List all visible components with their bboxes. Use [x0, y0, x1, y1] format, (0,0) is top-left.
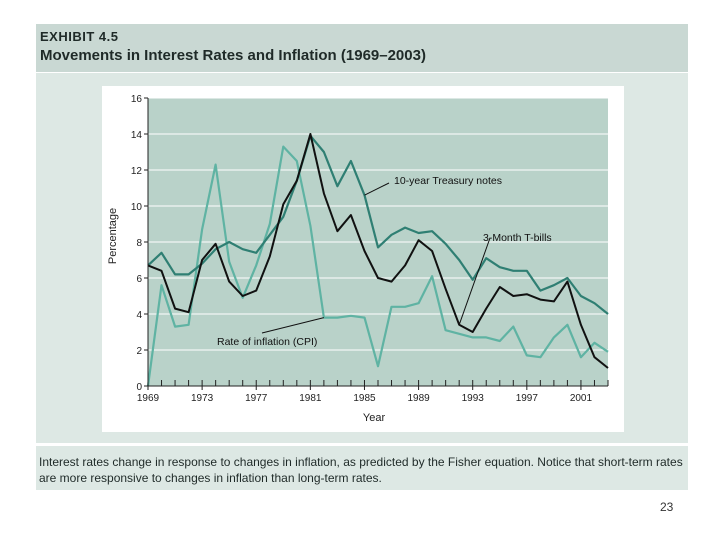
x-tick-label-1985: 1985	[353, 393, 376, 404]
series-group	[146, 133, 609, 387]
y-tick-label-4: 4	[136, 310, 142, 321]
y-axis-label: Percentage	[107, 208, 119, 264]
line-chart: 0 2 4 6 8 10 12 14 16 1969 1973 1977 1981 1985 1989 199…	[102, 86, 624, 432]
y-tick-label-16: 16	[131, 94, 143, 105]
x-tick-label-1989: 1989	[407, 393, 430, 404]
axes: 0 2 4 6 8 10 12 14 16 1969 1973 1977 1981 1985 1989 199…	[131, 94, 609, 404]
annotation-3-month-t-bills: 3-Month T-bills	[483, 232, 552, 244]
y-tick-label-12: 12	[131, 166, 143, 177]
y-tick-label-14: 14	[131, 130, 143, 141]
exhibit-label: EXHIBIT 4.5	[40, 29, 119, 44]
x-tick-label-1993: 1993	[462, 393, 485, 404]
caption-box: Interest rates change in response to cha…	[36, 446, 688, 490]
exhibit-header: EXHIBIT 4.5 Movements in Interest Rates …	[36, 24, 688, 72]
x-tick-label-2001: 2001	[570, 393, 593, 404]
page-number: 23	[660, 500, 674, 514]
figure-caption: Interest rates change in response to cha…	[39, 455, 683, 485]
leader-3-month-t-bills	[458, 237, 491, 325]
x-axis-label: Year	[363, 412, 386, 424]
x-tick-label-1969: 1969	[137, 393, 160, 404]
annotation-10-year-treasury-notes: 10-year Treasury notes	[394, 175, 502, 187]
annotation-rate-of-inflation-cpi-: Rate of inflation (CPI)	[217, 336, 317, 348]
x-tick-label-1977: 1977	[245, 393, 268, 404]
series-line-rate-of-inflation-cpi-	[146, 145, 609, 387]
y-tick-label-2: 2	[136, 346, 142, 357]
x-tick-label-1981: 1981	[299, 393, 322, 404]
y-tick-label-6: 6	[136, 274, 142, 285]
leader-10-year-treasury-notes	[364, 182, 390, 196]
exhibit-title: Movements in Interest Rates and Inflatio…	[40, 47, 426, 64]
y-tick-label-8: 8	[136, 238, 142, 249]
series-line-10-year-treasury-notes	[147, 134, 609, 315]
leader-rate-of-inflation-cpi-	[261, 317, 325, 334]
series-line-3-month-t-bills	[147, 133, 609, 369]
gridlines	[148, 97, 608, 351]
annotations: 10-year Treasury notes 3-Month T-bills Rat…	[217, 175, 552, 348]
x-tick-label-1997: 1997	[516, 393, 539, 404]
y-tick-label-0: 0	[136, 382, 142, 393]
y-tick-label-10: 10	[131, 202, 143, 213]
x-tick-label-1973: 1973	[191, 393, 214, 404]
